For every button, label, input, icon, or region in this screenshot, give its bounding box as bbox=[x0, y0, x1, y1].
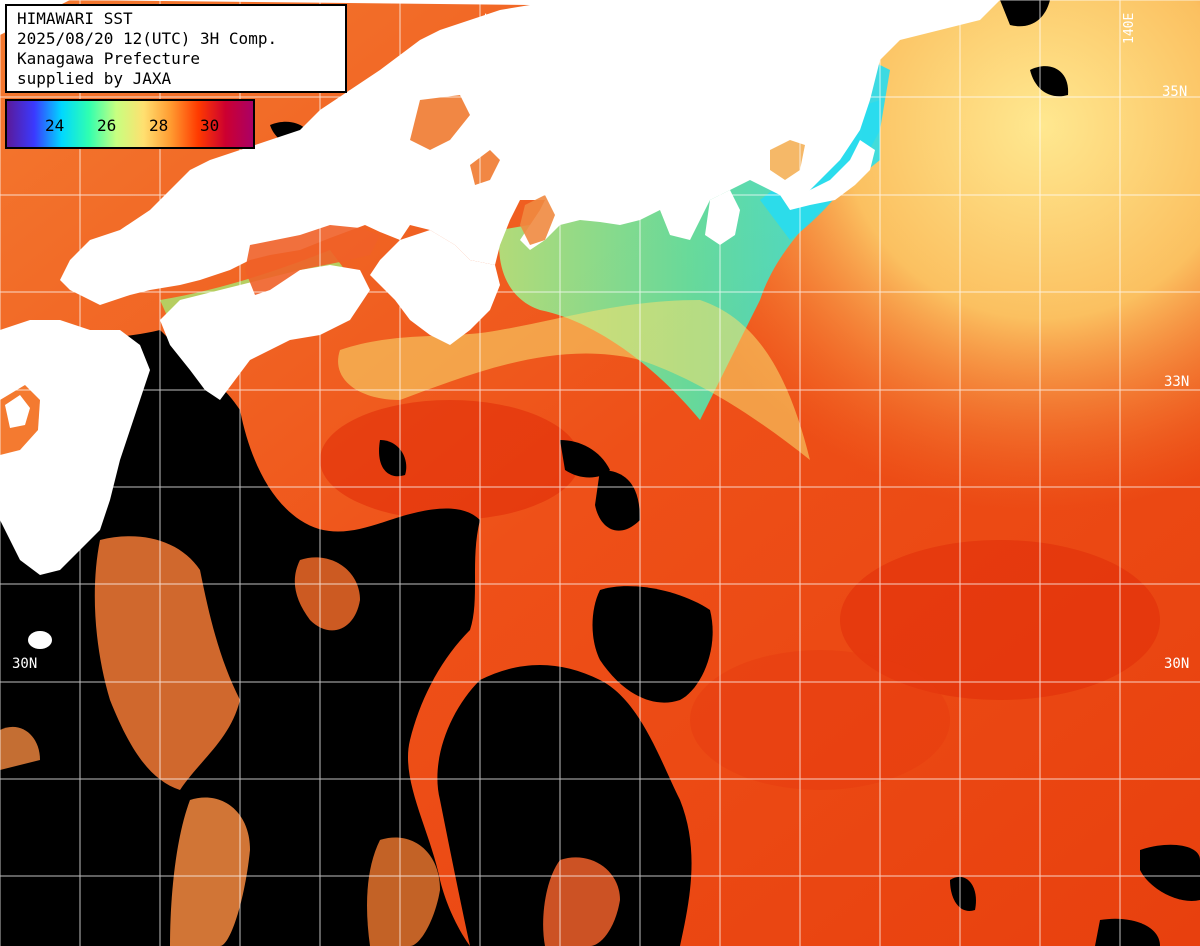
lon-label-136e: 136E bbox=[484, 13, 499, 44]
lat-label-35n-right: 35N bbox=[1162, 84, 1187, 100]
land-kyushu-coast-patch-2 bbox=[5, 395, 30, 428]
title-line-3: Kanagawa Prefecture bbox=[17, 49, 201, 68]
coastal-warm-strip bbox=[520, 195, 555, 245]
legend-label-30: 30 bbox=[200, 116, 220, 135]
lat-label-33n-right: 33N bbox=[1164, 374, 1189, 390]
no-data-region bbox=[379, 440, 407, 477]
land-boso bbox=[780, 140, 875, 210]
no-data-region bbox=[595, 470, 640, 531]
land-izu bbox=[705, 190, 740, 245]
sst-patch bbox=[94, 536, 240, 790]
title-line-2: 2025/08/20 12(UTC) 3H Comp. bbox=[17, 29, 278, 48]
hot-patch bbox=[320, 400, 580, 520]
sst-patch bbox=[170, 797, 250, 946]
land-island bbox=[28, 631, 52, 649]
sst-patch bbox=[367, 837, 440, 946]
no-data-region bbox=[1095, 918, 1160, 946]
lat-label-30n-left: 30N bbox=[12, 656, 37, 672]
no-data-region bbox=[950, 876, 976, 911]
legend-label-24: 24 bbox=[45, 116, 65, 135]
no-data-region bbox=[1000, 0, 1050, 27]
sst-patch bbox=[294, 557, 360, 631]
title-line-1: HIMAWARI SST bbox=[17, 9, 133, 28]
color-scale-bar bbox=[7, 101, 253, 147]
land-island bbox=[12, 374, 28, 386]
coastal-warm-strip bbox=[470, 150, 500, 185]
title-line-4: supplied by JAXA bbox=[17, 69, 172, 88]
land-honshu bbox=[60, 0, 1000, 305]
hot-patch bbox=[840, 540, 1160, 700]
coastal-warm-strip bbox=[245, 225, 380, 295]
land-kyushu bbox=[0, 320, 150, 575]
coastal-warm-strip bbox=[410, 95, 470, 150]
land-kii-peninsula bbox=[370, 230, 500, 345]
color-scale-legend: 24 26 28 30 bbox=[5, 99, 255, 149]
land-shikoku bbox=[160, 265, 370, 400]
no-data-region bbox=[560, 440, 610, 478]
legend-label-26: 26 bbox=[97, 116, 117, 135]
sst-patch bbox=[0, 726, 40, 770]
lon-label-140e: 140E bbox=[1122, 13, 1137, 44]
coastal-warm-strip bbox=[770, 140, 805, 180]
no-data-region bbox=[1140, 844, 1200, 901]
lat-label-30n-right: 30N bbox=[1164, 656, 1189, 672]
no-data-region bbox=[592, 586, 713, 703]
sst-patch bbox=[543, 857, 620, 946]
legend-label-28: 28 bbox=[149, 116, 169, 135]
hot-patch bbox=[690, 650, 950, 790]
title-box: HIMAWARI SST 2025/08/20 12(UTC) 3H Comp.… bbox=[5, 4, 347, 93]
